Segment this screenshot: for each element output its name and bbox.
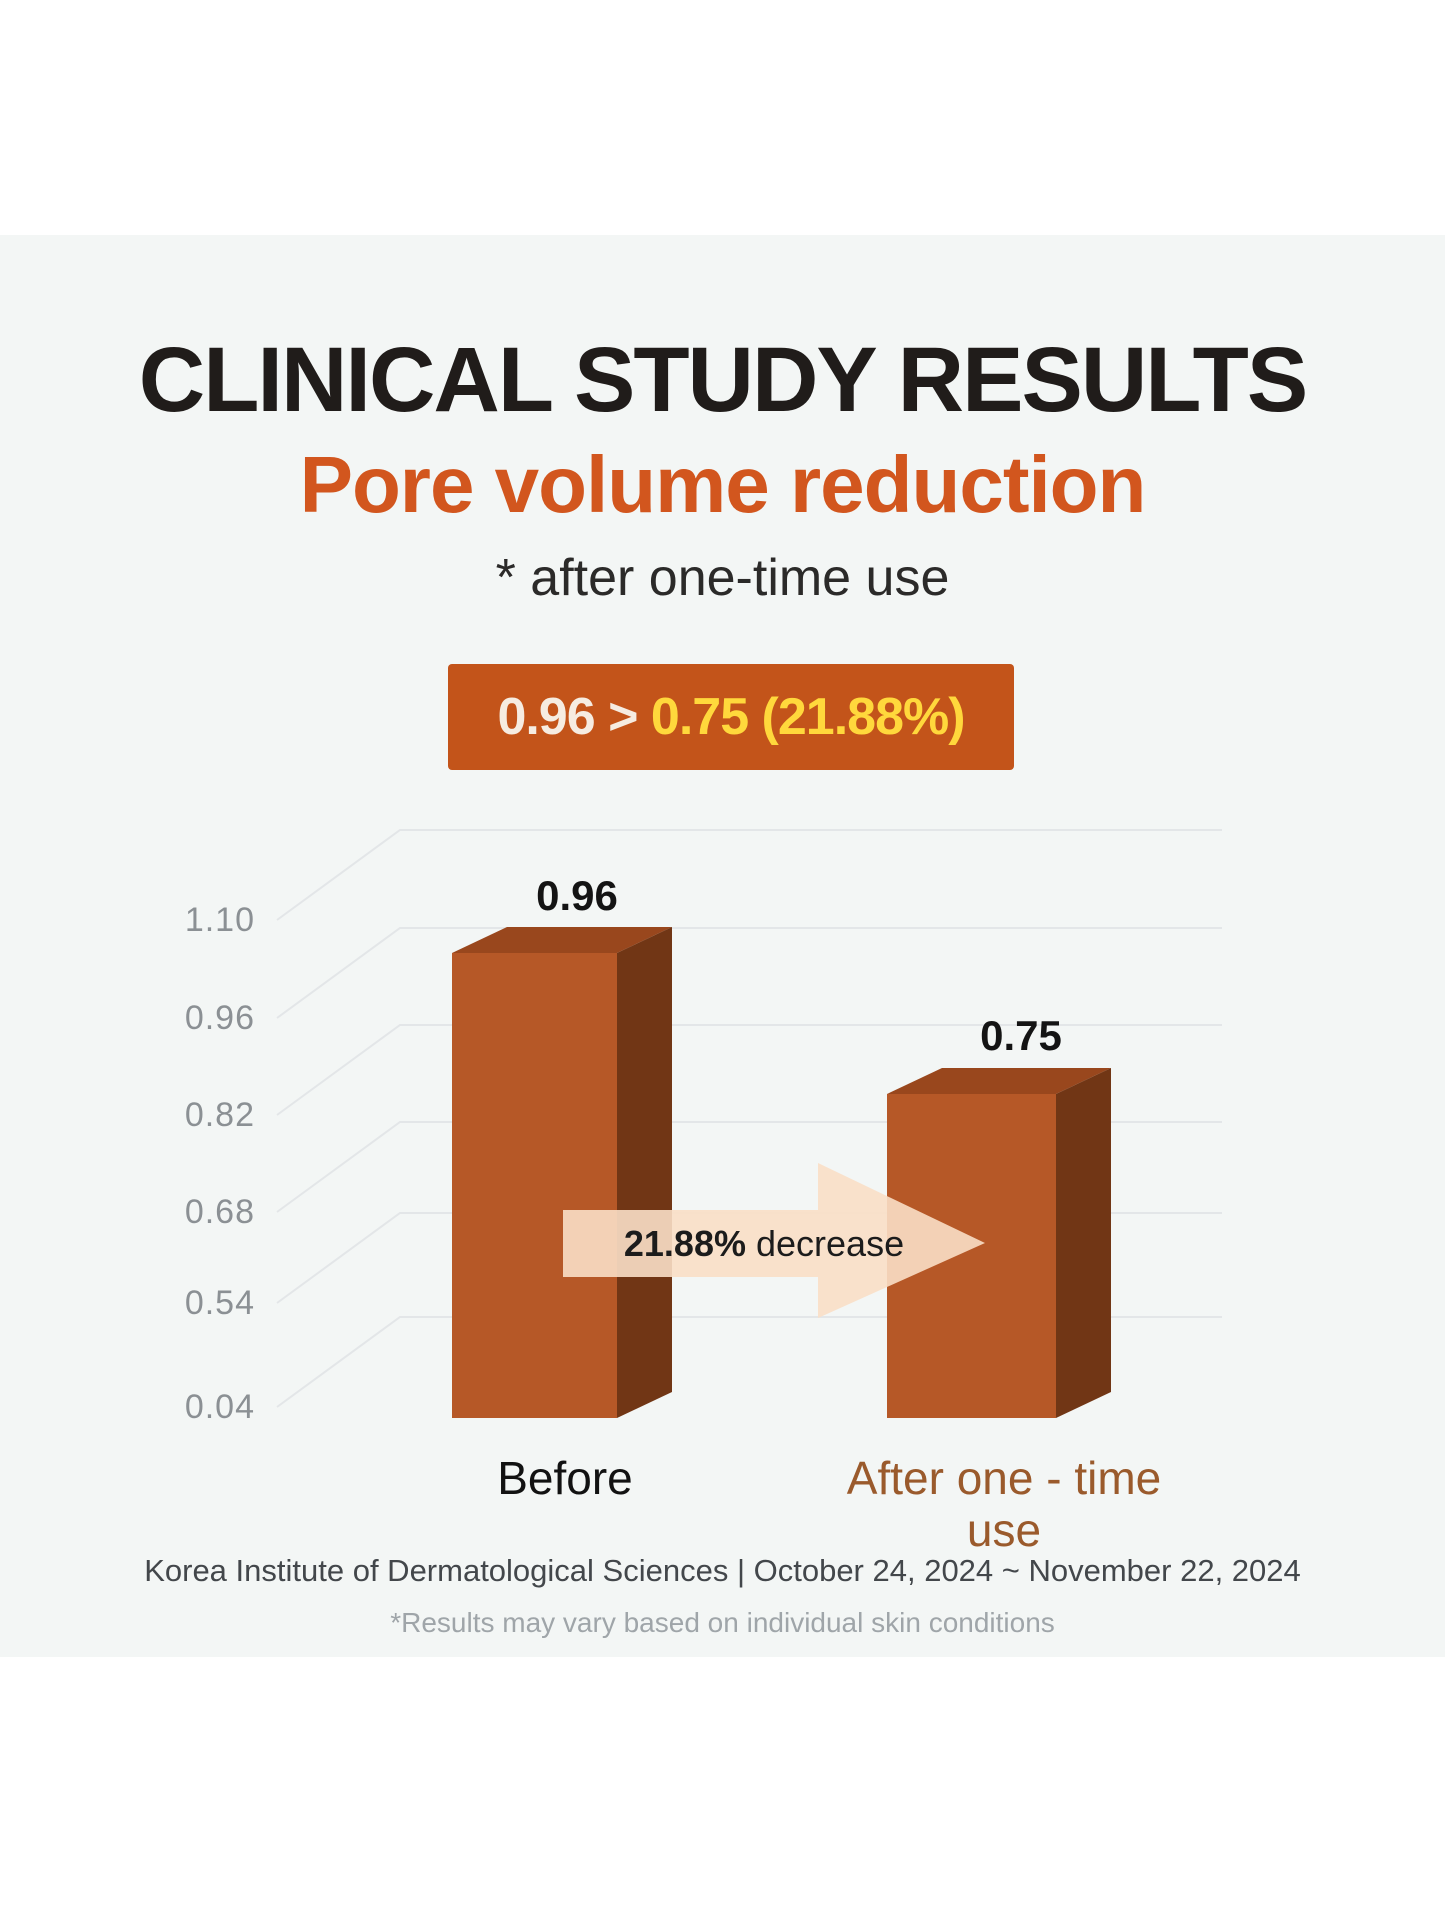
chart-subtitle: Pore volume reduction [299, 440, 1147, 529]
decrease-arrow [563, 1163, 985, 1318]
bar-value-before: 0.96 [536, 872, 618, 919]
gridline [276, 1024, 1222, 1116]
decrease-percent: 21.88% [623, 1223, 746, 1264]
bar-top-face-before [452, 927, 672, 953]
x-label-after: After one - time use [846, 1452, 1162, 1556]
y-axis-tick-label: 0.54 [184, 1284, 255, 1322]
page-title: CLINICAL STUDY RESULTS [138, 329, 1308, 431]
gridline [276, 829, 1222, 921]
y-axis-tick-label: 0.04 [184, 1388, 255, 1426]
y-axis-tick-label: 0.96 [184, 999, 255, 1037]
badge-before-value: 0.96 > [497, 688, 651, 746]
result-badge: 0.96 > 0.75 (21.88%) [448, 664, 1014, 770]
bar-side-face-before [617, 927, 672, 1418]
bar-top-face-after [887, 1068, 1111, 1094]
x-label-before: Before [497, 1452, 633, 1504]
gridline [276, 927, 1222, 1019]
y-axis-tick-label: 0.68 [184, 1193, 255, 1231]
bar-side-face-after [1056, 1068, 1111, 1418]
decrease-arrow-label: 21.88% decrease [564, 1223, 964, 1265]
study-source: Korea Institute of Dermatological Scienc… [144, 1553, 1301, 1588]
bar-value-after: 0.75 [980, 1012, 1062, 1059]
disclaimer: *Results may vary based on individual sk… [390, 1607, 1055, 1638]
y-axis-tick-label: 1.10 [184, 901, 255, 939]
decrease-word: decrease [746, 1223, 905, 1264]
usage-note: * after one-time use [495, 549, 950, 607]
y-axis-tick-label: 0.82 [184, 1096, 255, 1134]
badge-after-value: 0.75 (21.88%) [650, 688, 966, 746]
bar-front-face-before [452, 953, 617, 1418]
content-band [0, 235, 1445, 1657]
